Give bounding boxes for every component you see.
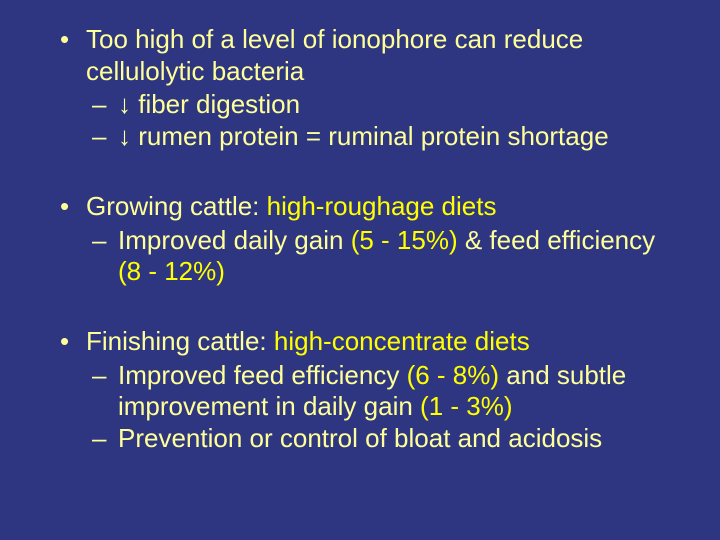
- bullet-1-sub-2-text: rumen protein = ruminal protein shortage: [131, 121, 609, 151]
- down-arrow-icon: ↓: [118, 89, 131, 119]
- bullet-3-sub-1: Improved feed efficiency (6 - 8%) and su…: [86, 360, 664, 423]
- bullet-1: Too high of a level of ionophore can red…: [56, 24, 664, 153]
- bullet-1-text: Too high of a level of ionophore can red…: [86, 24, 583, 86]
- bullet-3-sublist: Improved feed efficiency (6 - 8%) and su…: [86, 360, 664, 455]
- bullet-list: Too high of a level of ionophore can red…: [56, 24, 664, 455]
- bullet-2: Growing cattle: high-roughage diets Impr…: [56, 191, 664, 288]
- bullet-2-sublist: Improved daily gain (5 - 15%) & feed eff…: [86, 225, 664, 288]
- bullet-1-sub-1: ↓ fiber digestion: [86, 89, 664, 121]
- bullet-1-sub-1-text: fiber digestion: [131, 89, 300, 119]
- bullet-2-sub-1-b: & feed efficiency: [458, 225, 656, 255]
- bullet-2-sub-1: Improved daily gain (5 - 15%) & feed eff…: [86, 225, 664, 288]
- down-arrow-icon: ↓: [118, 121, 131, 151]
- bullet-2-highlight: high-roughage diets: [267, 191, 497, 221]
- bullet-3-sub-2: Prevention or control of bloat and acido…: [86, 423, 664, 455]
- bullet-2-lead: Growing cattle:: [86, 191, 267, 221]
- percent-value: (1 - 3%): [420, 391, 512, 421]
- percent-value: (6 - 8%): [407, 360, 499, 390]
- bullet-3-sub-2-text: Prevention or control of bloat and acido…: [118, 423, 602, 453]
- bullet-1-sublist: ↓ fiber digestion ↓ rumen protein = rumi…: [86, 89, 664, 152]
- slide: Too high of a level of ionophore can red…: [0, 0, 720, 540]
- percent-value: (5 - 15%): [351, 225, 458, 255]
- bullet-3-lead: Finishing cattle:: [86, 326, 274, 356]
- bullet-2-sub-1-a: Improved daily gain: [118, 225, 351, 255]
- percent-value: (8 - 12%): [118, 256, 225, 286]
- bullet-3: Finishing cattle: high-concentrate diets…: [56, 326, 664, 455]
- bullet-1-sub-2: ↓ rumen protein = ruminal protein shorta…: [86, 121, 664, 153]
- bullet-3-sub-1-a: Improved feed efficiency: [118, 360, 407, 390]
- bullet-3-highlight: high-concentrate diets: [274, 326, 530, 356]
